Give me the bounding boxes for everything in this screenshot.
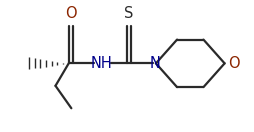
Text: NH: NH <box>90 56 112 71</box>
Text: N: N <box>149 56 160 71</box>
Text: O: O <box>65 6 76 21</box>
Text: S: S <box>124 6 133 21</box>
Text: O: O <box>228 56 239 71</box>
